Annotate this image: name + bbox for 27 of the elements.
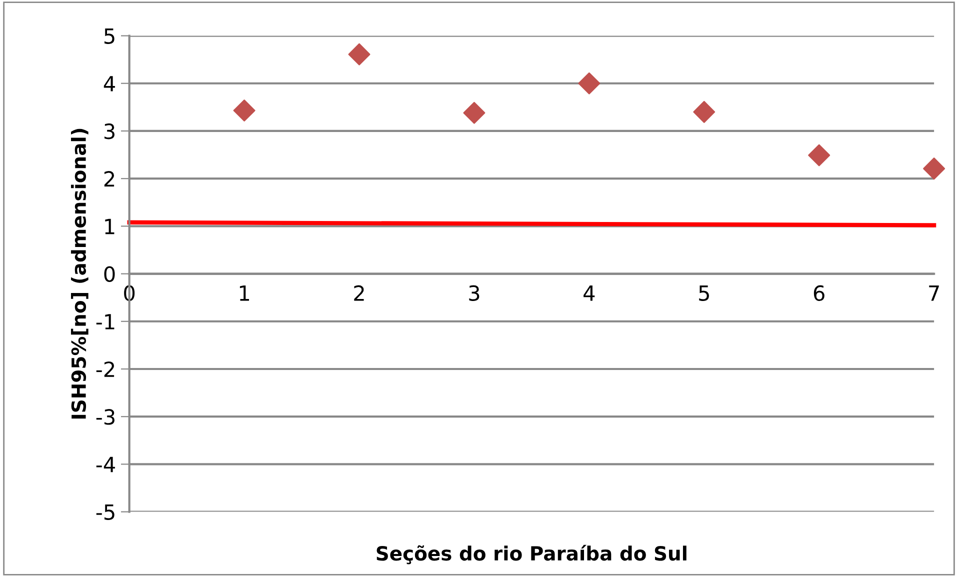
y-tick-label: -3 bbox=[96, 409, 114, 425]
x-tick-label: 3 bbox=[469, 285, 480, 302]
point bbox=[578, 72, 600, 94]
point bbox=[348, 43, 370, 66]
y-tick-label: -2 bbox=[96, 361, 114, 377]
y-tick-label: -4 bbox=[96, 456, 115, 472]
y-tick-label: 2 bbox=[104, 171, 114, 186]
x-tick-label: 7 bbox=[929, 286, 939, 301]
y-axis-title: ISH95%[no] (admensional) bbox=[70, 128, 88, 419]
x-tick-label: 2 bbox=[354, 285, 364, 301]
x-tick-label: 6 bbox=[814, 285, 824, 302]
point bbox=[808, 144, 830, 166]
x-tick-label: 1 bbox=[240, 286, 249, 301]
y-tick-label: 0 bbox=[104, 266, 115, 282]
point bbox=[693, 100, 716, 123]
y-tick-label: -5 bbox=[96, 504, 114, 520]
y-tick-label: 5 bbox=[104, 28, 114, 44]
point bbox=[233, 100, 256, 122]
y-tick-label: -1 bbox=[96, 314, 114, 330]
x-tick-label: 4 bbox=[584, 286, 595, 301]
point bbox=[463, 102, 486, 124]
point bbox=[923, 158, 946, 180]
y-tick-label: 1 bbox=[105, 218, 114, 234]
y-tick-label: 3 bbox=[104, 123, 114, 140]
x-axis-title: Seções do rio Paraíba do Sul bbox=[376, 544, 686, 564]
x-tick-label: 5 bbox=[699, 286, 709, 302]
y-tick-label: 4 bbox=[104, 76, 115, 92]
